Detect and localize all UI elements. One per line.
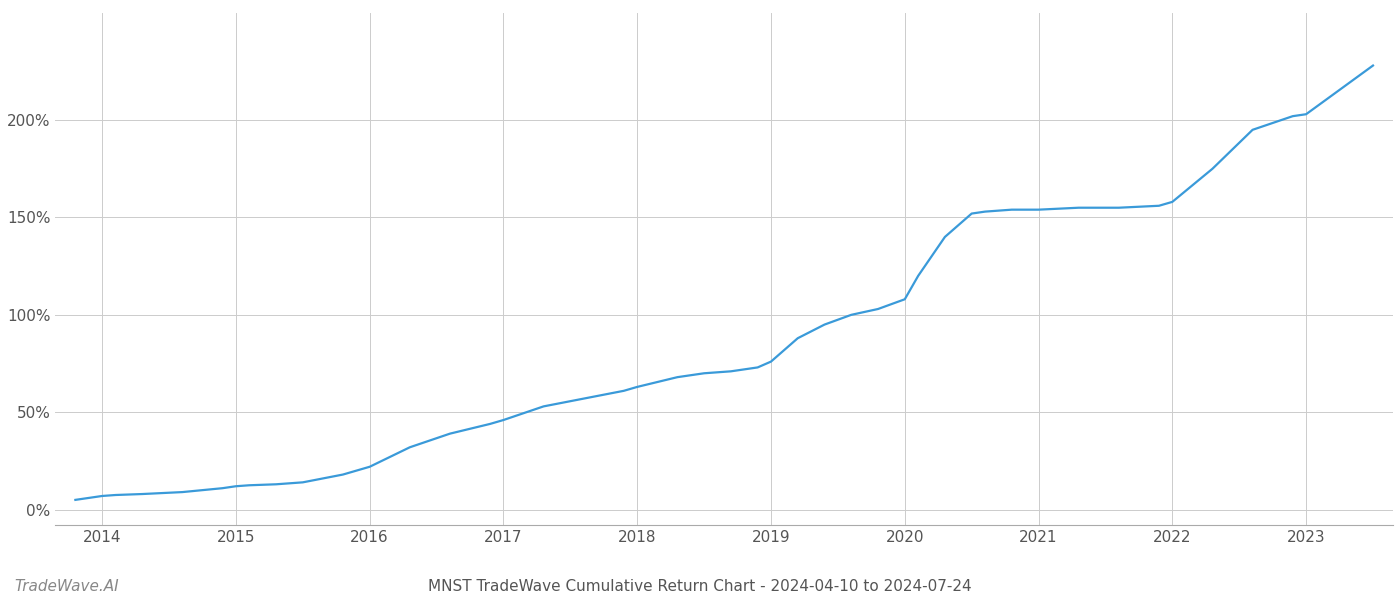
Text: TradeWave.AI: TradeWave.AI xyxy=(14,579,119,594)
Text: MNST TradeWave Cumulative Return Chart - 2024-04-10 to 2024-07-24: MNST TradeWave Cumulative Return Chart -… xyxy=(428,579,972,594)
